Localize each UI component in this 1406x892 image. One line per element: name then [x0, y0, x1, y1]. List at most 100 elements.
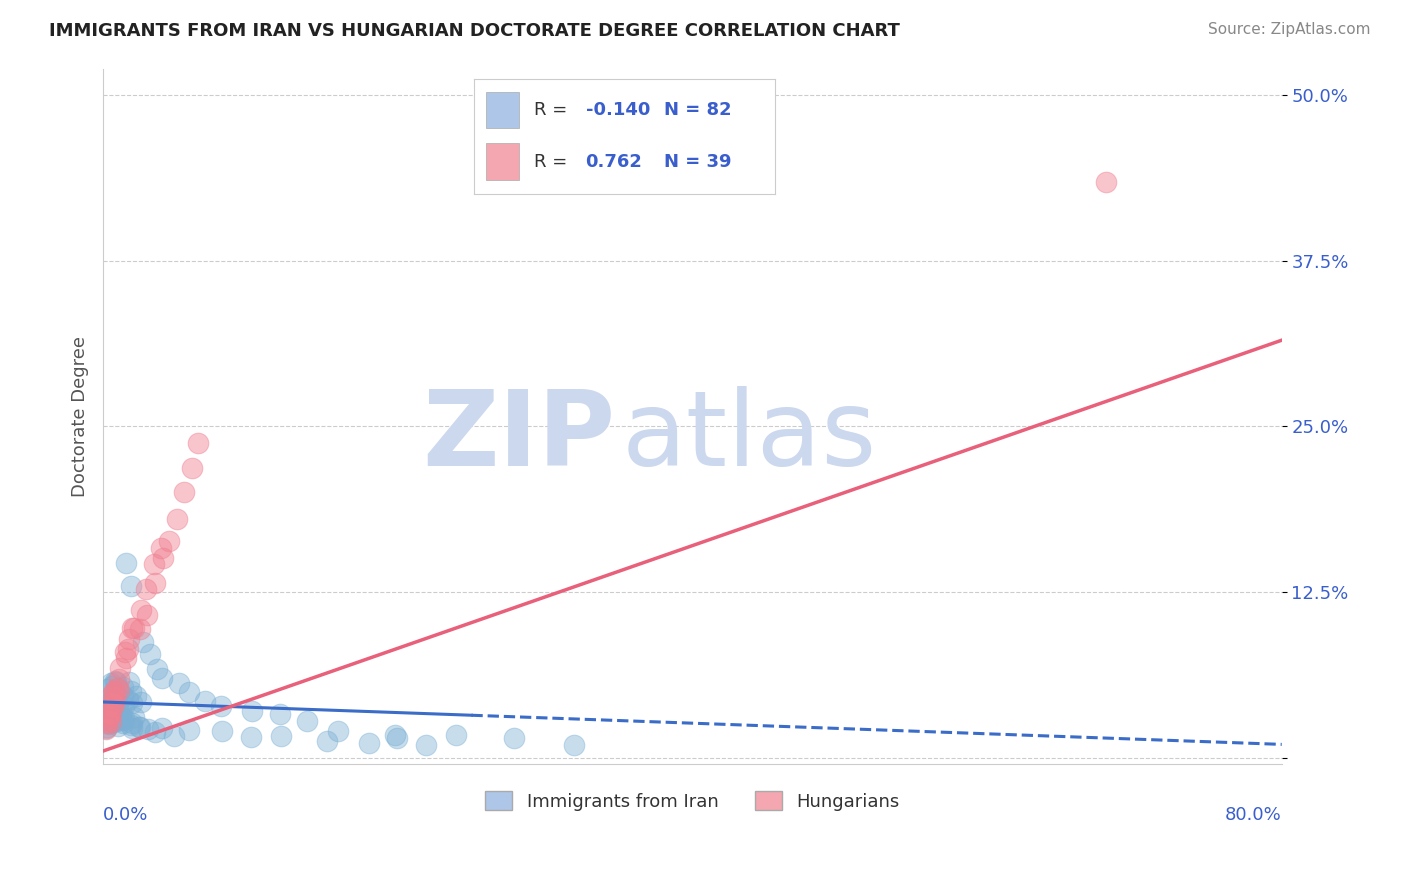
Point	[167, 676, 190, 690]
Point	[121, 621, 143, 635]
Point	[100, 696, 122, 710]
Point	[129, 603, 152, 617]
Point	[100, 706, 122, 721]
Point	[107, 719, 129, 733]
Point	[211, 724, 233, 739]
Point	[103, 684, 125, 698]
Point	[96, 720, 118, 734]
Point	[326, 723, 349, 738]
Point	[114, 645, 136, 659]
Point	[384, 728, 406, 742]
Point	[118, 675, 141, 690]
Point	[98, 702, 121, 716]
Point	[98, 708, 121, 723]
Point	[101, 709, 124, 723]
Point	[444, 728, 467, 742]
Point	[96, 721, 118, 735]
Point	[239, 731, 262, 745]
Y-axis label: Doctorate Degree: Doctorate Degree	[72, 336, 89, 497]
Point	[128, 623, 150, 637]
Point	[96, 714, 118, 728]
Point	[173, 484, 195, 499]
Point	[100, 714, 122, 729]
Point	[103, 700, 125, 714]
Point	[315, 734, 337, 748]
Point	[98, 706, 121, 720]
Point	[209, 698, 232, 713]
Point	[108, 683, 131, 698]
Point	[120, 718, 142, 732]
Point	[179, 723, 201, 737]
Point	[181, 461, 204, 475]
Point	[240, 704, 263, 718]
Point	[121, 721, 143, 735]
Point	[112, 681, 135, 695]
Point	[187, 436, 209, 450]
Point	[105, 714, 128, 728]
Point	[166, 512, 188, 526]
Point	[135, 582, 157, 597]
Point	[110, 710, 132, 724]
Point	[139, 648, 162, 662]
Point	[136, 722, 159, 736]
Point	[415, 739, 437, 753]
Point	[98, 717, 121, 731]
Point	[150, 541, 173, 555]
Point	[121, 715, 143, 730]
Point	[108, 672, 131, 686]
Point	[101, 714, 124, 729]
Point	[114, 556, 136, 570]
Point	[143, 575, 166, 590]
Point	[101, 699, 124, 714]
Point	[104, 688, 127, 702]
Point	[104, 713, 127, 727]
Point	[112, 690, 135, 704]
Point	[118, 632, 141, 646]
Legend: Immigrants from Iran, Hungarians: Immigrants from Iran, Hungarians	[478, 784, 907, 818]
Point	[100, 675, 122, 690]
Point	[96, 716, 118, 731]
Text: atlas: atlas	[621, 386, 877, 488]
Point	[112, 713, 135, 727]
Point	[150, 671, 173, 685]
Point	[110, 661, 132, 675]
Text: Source: ZipAtlas.com: Source: ZipAtlas.com	[1208, 22, 1371, 37]
Point	[502, 731, 524, 746]
Text: ZIP: ZIP	[423, 386, 616, 488]
Point	[96, 681, 118, 696]
Point	[110, 703, 132, 717]
Point	[122, 709, 145, 723]
Point	[97, 710, 120, 724]
Text: 80.0%: 80.0%	[1225, 806, 1282, 824]
Point	[135, 607, 157, 622]
Point	[194, 694, 217, 708]
Point	[179, 685, 201, 699]
Point	[98, 690, 121, 705]
Point	[93, 698, 115, 712]
Point	[297, 714, 319, 728]
Point	[105, 707, 128, 722]
Point	[94, 722, 117, 736]
Point	[101, 692, 124, 706]
Point	[117, 641, 139, 656]
Point	[103, 683, 125, 698]
Point	[152, 551, 174, 566]
Point	[163, 730, 186, 744]
Point	[101, 679, 124, 693]
Point	[101, 700, 124, 714]
Point	[120, 683, 142, 698]
Point	[94, 708, 117, 723]
Point	[103, 697, 125, 711]
Point	[128, 720, 150, 734]
Point	[143, 558, 166, 572]
Point	[105, 697, 128, 711]
Point	[104, 673, 127, 688]
Point	[122, 621, 145, 635]
Point	[105, 708, 128, 723]
Point	[117, 693, 139, 707]
Point	[103, 714, 125, 729]
Point	[143, 725, 166, 739]
Point	[359, 736, 381, 750]
Point	[157, 533, 180, 548]
Point	[107, 681, 129, 696]
